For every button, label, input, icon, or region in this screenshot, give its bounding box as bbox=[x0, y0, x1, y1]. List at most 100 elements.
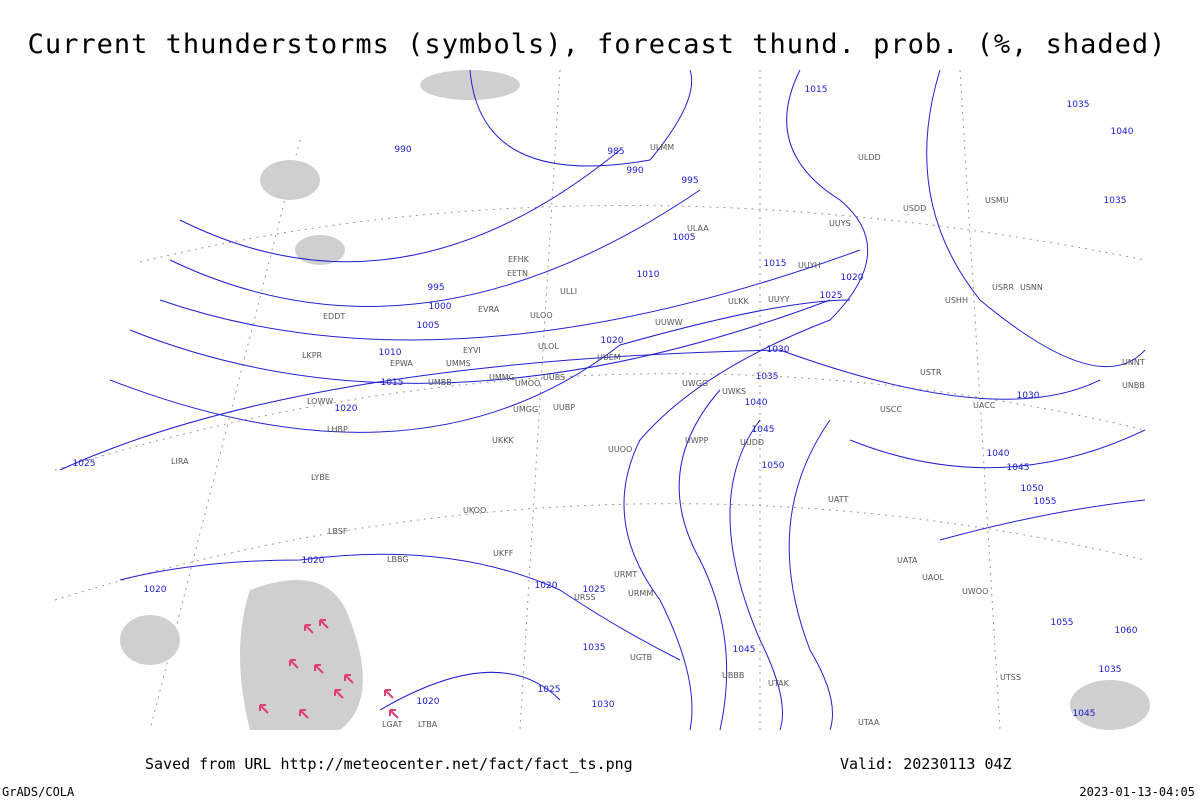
station-code: LOWW bbox=[307, 397, 333, 406]
station-code: UBBB bbox=[722, 671, 744, 680]
station-code: UMMS bbox=[446, 359, 471, 368]
station-code: ULMM bbox=[650, 143, 674, 152]
isobar-label: 1020 bbox=[144, 585, 167, 595]
station-code: UTSS bbox=[1000, 673, 1021, 682]
station-code: LYBE bbox=[311, 473, 330, 482]
station-code: USTR bbox=[920, 368, 942, 377]
isobar-label: 1020 bbox=[841, 273, 864, 283]
station-code: EYVI bbox=[463, 346, 481, 355]
station-code: UWGG bbox=[682, 379, 708, 388]
station-code: UKKK bbox=[492, 436, 514, 445]
isobar-label: 1050 bbox=[762, 461, 785, 471]
station-code: UKOO bbox=[463, 506, 486, 515]
isobar-label: 990 bbox=[626, 166, 643, 176]
graticule bbox=[54, 69, 1146, 731]
station-code: USRR bbox=[992, 283, 1014, 292]
station-code: LHBP bbox=[327, 425, 348, 434]
isobar-label: 985 bbox=[607, 147, 624, 157]
isobar-label: 1045 bbox=[733, 645, 756, 655]
station-code: UWOO bbox=[962, 587, 988, 596]
station-code: UUYS bbox=[829, 219, 851, 228]
isobar-label: 1045 bbox=[1073, 709, 1096, 719]
station-code: UWKS bbox=[722, 387, 746, 396]
software: GrADS/COLA bbox=[2, 785, 75, 799]
isobar-label: 1060 bbox=[1115, 626, 1138, 636]
station-code: UATA bbox=[897, 556, 918, 565]
station-code: UMOO bbox=[515, 379, 540, 388]
isobar-label: 1045 bbox=[752, 425, 775, 435]
title: Current thunderstorms (symbols), forecas… bbox=[28, 29, 1167, 60]
station-code: UWPP bbox=[685, 436, 709, 445]
station-code: EFHK bbox=[508, 255, 530, 264]
isobar-label: 1035 bbox=[1104, 196, 1127, 206]
station-code: UAOL bbox=[922, 573, 944, 582]
station-code: ULAA bbox=[687, 224, 709, 233]
station-code: UUOO bbox=[608, 445, 632, 454]
station-code: LTBA bbox=[418, 720, 438, 729]
isobar-label: 1030 bbox=[592, 700, 615, 710]
station-code: ULOL bbox=[538, 342, 559, 351]
station-code: UUDD bbox=[740, 438, 764, 447]
station-code: UMMG bbox=[489, 373, 515, 382]
station-code: UACC bbox=[973, 401, 996, 410]
isobar-label: 1015 bbox=[381, 378, 404, 388]
isobar-label: 1020 bbox=[335, 404, 358, 414]
isobar-label: 1020 bbox=[302, 556, 325, 566]
isobar-label: 1005 bbox=[417, 321, 440, 331]
station-code: LGAT bbox=[382, 720, 403, 729]
station-code: UKFF bbox=[493, 549, 514, 558]
probability-shading bbox=[120, 70, 1150, 730]
isobar-label: 1045 bbox=[1007, 463, 1030, 473]
station-code: EVRA bbox=[478, 305, 500, 314]
station-code: ULDD bbox=[858, 153, 881, 162]
station-code: URMM bbox=[628, 589, 653, 598]
timestamp: 2023-01-13-04:05 bbox=[1079, 785, 1195, 799]
isobar-label: 1030 bbox=[1017, 391, 1040, 401]
thunderstorm-symbols bbox=[259, 619, 399, 719]
isobar-label: 1050 bbox=[1021, 484, 1044, 494]
station-code: ULLI bbox=[560, 287, 577, 296]
map-area bbox=[55, 70, 1145, 730]
station-code: LKPR bbox=[302, 351, 323, 360]
isobar-label: 1040 bbox=[745, 398, 768, 408]
station-code: ULOO bbox=[530, 311, 553, 320]
station-code: UNBB bbox=[1122, 381, 1145, 390]
isobar-label: 1040 bbox=[1111, 127, 1134, 137]
isobar-label: 1035 bbox=[756, 372, 779, 382]
isobar-label: 1025 bbox=[583, 585, 606, 595]
isobar-label: 1005 bbox=[673, 233, 696, 243]
station-code: LIRA bbox=[171, 457, 189, 466]
station-code: URMT bbox=[614, 570, 637, 579]
isobar-label: 1030 bbox=[767, 345, 790, 355]
station-code: UTAK bbox=[768, 679, 790, 688]
isobar-label: 1000 bbox=[429, 302, 452, 312]
station-code: USMU bbox=[985, 196, 1009, 205]
isobar-label: 1010 bbox=[637, 270, 660, 280]
isobar-label: 1025 bbox=[73, 459, 96, 469]
isobar-label: 1035 bbox=[1099, 665, 1122, 675]
isobar-label: 995 bbox=[427, 283, 444, 293]
isobars bbox=[59, 69, 1146, 731]
station-code: UUEM bbox=[597, 353, 621, 362]
isobar-label: 1040 bbox=[987, 449, 1010, 459]
isobar-label: 1020 bbox=[535, 581, 558, 591]
station-code: UNNT bbox=[1122, 358, 1145, 367]
isobar-label: 1015 bbox=[805, 85, 828, 95]
station-code: URSS bbox=[574, 593, 596, 602]
isobar-label: 995 bbox=[681, 176, 698, 186]
isobar-label: 1010 bbox=[379, 348, 402, 358]
valid-time: Valid: 20230113 04Z bbox=[840, 755, 1012, 773]
station-code: USNN bbox=[1020, 283, 1043, 292]
station-code: UUBP bbox=[553, 403, 575, 412]
station-code: UTAA bbox=[858, 718, 880, 727]
station-code: USHH bbox=[945, 296, 968, 305]
isobar-label: 1025 bbox=[820, 291, 843, 301]
station-code: EDDT bbox=[323, 312, 345, 321]
station-code: LBBG bbox=[387, 555, 409, 564]
source-url: Saved from URL http://meteocenter.net/fa… bbox=[145, 755, 633, 773]
isobar-label: 1020 bbox=[417, 697, 440, 707]
isobar-label: 1020 bbox=[601, 336, 624, 346]
station-code: UMBB bbox=[428, 378, 452, 387]
